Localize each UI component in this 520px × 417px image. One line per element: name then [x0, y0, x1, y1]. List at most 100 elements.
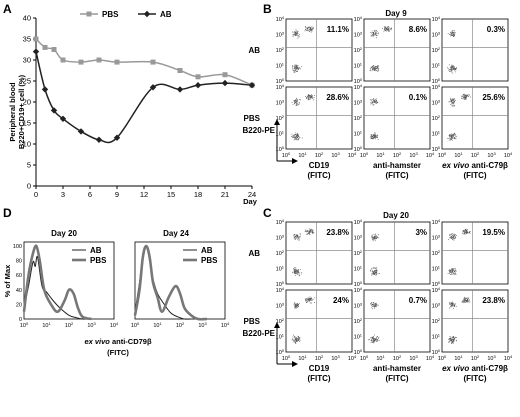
panel-c-y-tick-exp: 0	[360, 280, 363, 285]
panel-a-y-tick-label: 0	[27, 182, 31, 191]
panel-b-event-dot	[452, 136, 454, 138]
panel-c-event-dot	[308, 233, 310, 234]
panel-c-event-dot	[294, 239, 296, 240]
panel-b-event-dot	[455, 67, 457, 69]
panel-c-event-dot	[373, 304, 375, 306]
panel-b-event-dot	[309, 30, 311, 31]
panel-b-event-dot	[301, 137, 303, 139]
panel-c-event-dot	[449, 304, 451, 306]
panel-b-event-dot	[374, 30, 376, 32]
panel-c-event-dot	[304, 298, 306, 300]
panel-c-event-dot	[293, 268, 295, 270]
panel-c-event-dot	[451, 237, 453, 239]
panel-c-y-tick-label: 104	[276, 218, 285, 226]
panel-b-event-dot	[295, 135, 297, 137]
panel-b-event-dot	[451, 64, 453, 66]
panel-b-y-tick-label: 100	[432, 77, 441, 85]
panel-c-event-dot	[376, 235, 378, 237]
panel-c-x-tick-exp: 4	[432, 354, 435, 359]
panel-a-point-pbs	[33, 36, 39, 42]
panel-c-x-tick-label: 102	[471, 354, 480, 362]
panel-b-event-dot	[307, 95, 309, 97]
panel-b-event-dot	[373, 134, 375, 136]
panel-c-plot-frame	[441, 289, 509, 353]
panel-b-event-dot	[308, 96, 310, 98]
panel-b-y-tick-label: 104	[432, 83, 441, 91]
panel-b-event-dot	[375, 29, 377, 31]
panel-c-event-dot	[372, 270, 374, 272]
panel-b-column-label-line2: (FITC)	[307, 171, 330, 180]
panel-d-x-tick-label: 103	[87, 321, 96, 329]
panel-b-x-tick-label: 100	[360, 151, 369, 159]
panel-c-event-dot	[299, 274, 301, 276]
panel-b-event-dot	[451, 105, 453, 107]
panel-a-x-tick-label: 24	[248, 190, 256, 199]
panel-c-event-dot	[451, 233, 453, 235]
panel-b-x-tick-exp: 1	[460, 151, 463, 156]
panel-d-x-tick-exp: 1	[48, 321, 51, 326]
panel-b-event-dot	[371, 67, 373, 69]
panel-b-event-dot	[297, 33, 299, 34]
panel-c-event-dot	[296, 303, 298, 305]
panel-b-event-dot	[292, 69, 294, 71]
panel-a-point-ab	[95, 136, 103, 143]
panel-b-event-dot	[298, 68, 299, 70]
panel-b-event-dot	[453, 100, 455, 102]
panel-b-y-tick-label: 104	[354, 83, 363, 91]
panel-c-event-dot	[462, 233, 464, 235]
panel-c-event-dot	[374, 270, 376, 271]
panel-c-event-dot	[294, 268, 296, 270]
panel-b-event-dot	[292, 68, 294, 70]
panel-b-column-label: ex vivo anti-C79β	[442, 161, 508, 170]
panel-b-y-tick-base: 10	[432, 64, 438, 70]
panel-c-event-dot	[311, 230, 313, 232]
panel-c-x-tick-label: 104	[426, 354, 435, 362]
panel-b-event-dot	[373, 137, 375, 139]
panel-b-event-dot	[372, 135, 374, 137]
panel-c-y-tick-exp: 4	[282, 286, 285, 291]
panel-c-y-tick-exp: 2	[438, 249, 441, 254]
panel-b-plot-frame	[363, 18, 431, 82]
panel-b-event-dot	[373, 66, 375, 68]
panel-c-y-tick-exp: 1	[360, 333, 363, 338]
panel-c-event-dot	[300, 273, 302, 275]
panel-b-event-dot	[375, 34, 376, 36]
panel-b-y-tick-label: 104	[276, 15, 285, 23]
panel-b-event-dot	[291, 137, 293, 138]
panel-b-event-dot	[387, 29, 388, 31]
panel-c-event-dot	[451, 268, 453, 270]
panel-b-y-tick-label: 101	[432, 62, 441, 70]
panel-c-y-tick-exp: 3	[282, 234, 285, 239]
panel-b-y-tick-base: 10	[276, 48, 282, 54]
panel-c-event-dot	[298, 305, 299, 307]
panel-b-event-dot	[449, 70, 451, 72]
panel-b-event-dot	[293, 31, 295, 33]
panel-b-event-dot	[451, 35, 453, 37]
panel-d-x-tick-base: 10	[176, 323, 182, 329]
panel-c-event-dot	[373, 273, 375, 275]
panel-b-event-dot	[382, 28, 383, 29]
panel-b-column-label-text: anti-hamster	[373, 161, 421, 170]
panel-c-event-dot	[448, 238, 449, 240]
panel-c-x-tick-exp: 3	[337, 354, 340, 359]
panel-c-plot-frame	[363, 289, 431, 353]
panel-c-y-tick-exp: 3	[282, 302, 285, 307]
panel-b-event-dot	[387, 27, 389, 29]
panel-b-event-dot	[373, 65, 375, 67]
panel-c-event-dot	[464, 302, 466, 303]
panel-c-x-tick-base: 10	[487, 356, 493, 362]
panel-c-event-dot	[372, 341, 374, 342]
panel-b-event-dot	[448, 139, 450, 141]
panel-a-y-tick-label: 40	[23, 14, 31, 23]
panel-b-event-dot	[374, 29, 376, 31]
panel-c-x-tick-label: 103	[487, 354, 496, 362]
panel-c-event-dot	[464, 299, 465, 301]
panel-b-x-tick-exp: 4	[510, 151, 513, 156]
panel-b-event-dot	[388, 28, 390, 30]
panel-c-event-dot	[454, 269, 456, 271]
panel-c-event-dot	[295, 341, 297, 343]
panel-b-event-dot	[296, 67, 298, 69]
panel-b-event-dot	[464, 95, 465, 97]
panel-c-event-dot	[296, 307, 298, 309]
panel-b-event-dot	[453, 65, 455, 67]
